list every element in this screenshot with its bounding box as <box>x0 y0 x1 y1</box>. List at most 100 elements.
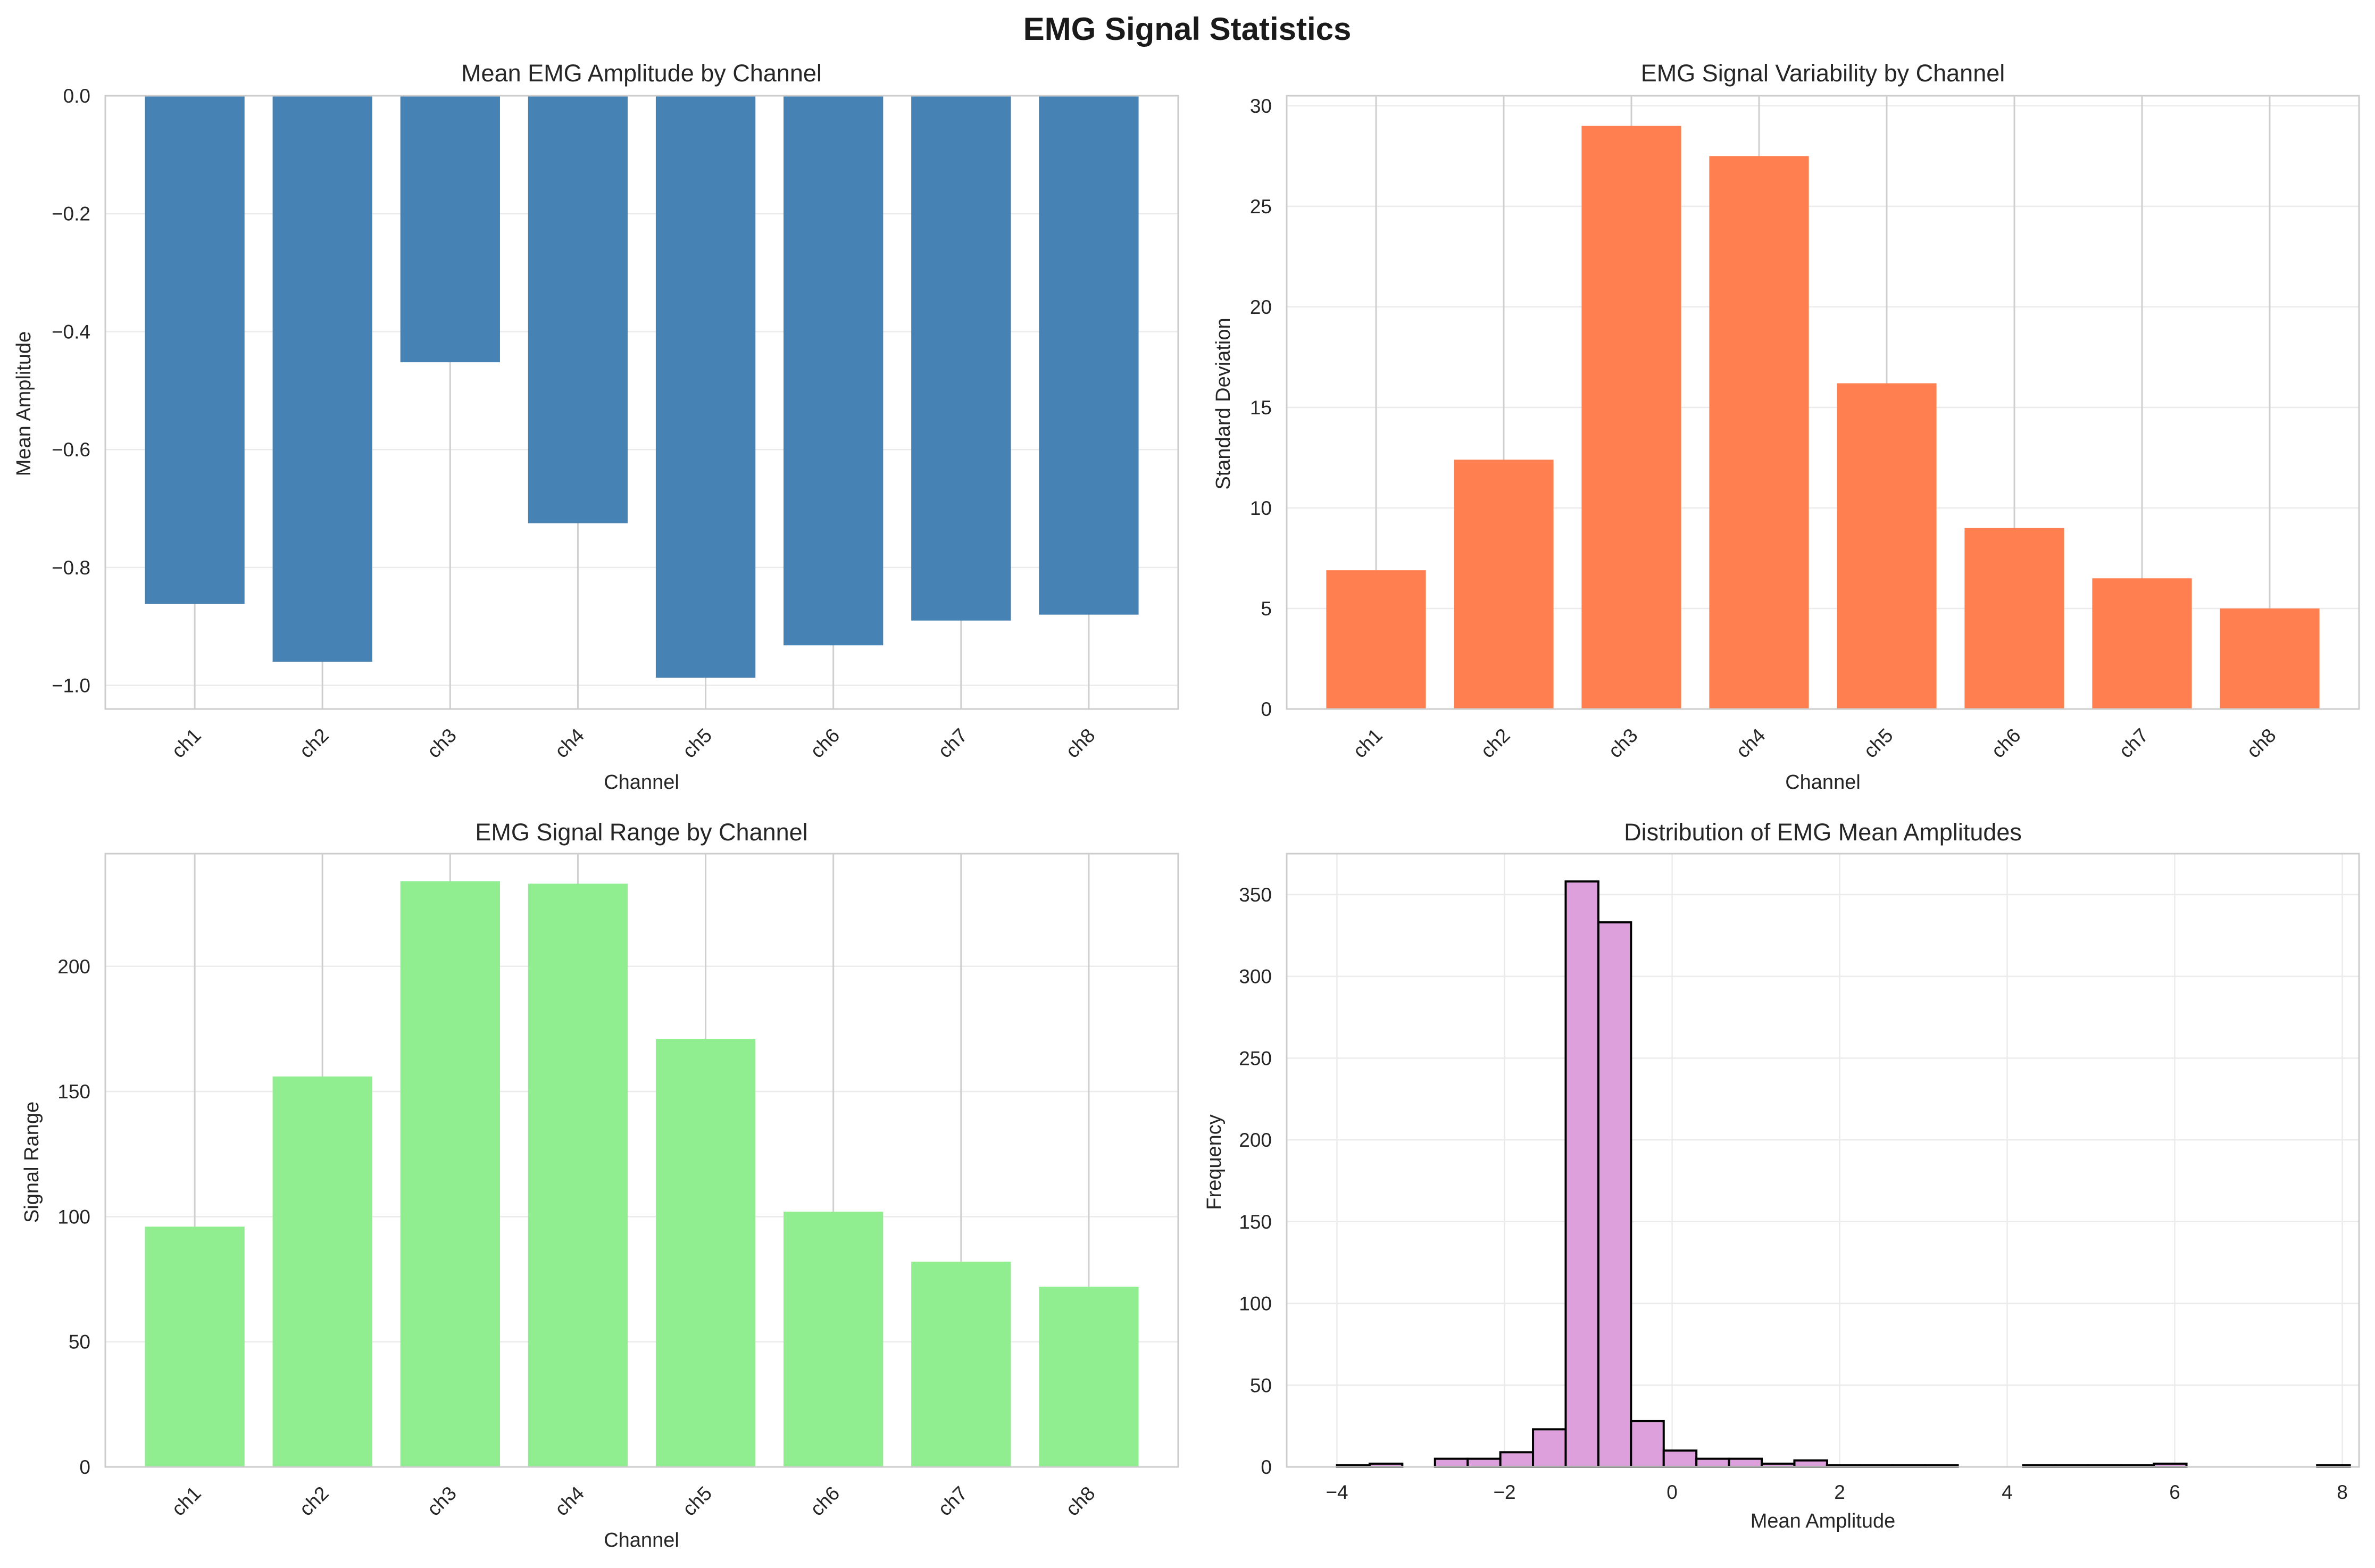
bar-ch8 <box>2220 608 2320 709</box>
y-tick-label: 200 <box>57 956 90 978</box>
x-tick-label: ch4 <box>1731 724 1769 762</box>
x-tick-label: ch6 <box>806 724 844 762</box>
bar-ch6 <box>784 96 884 646</box>
bar-ch5 <box>1837 383 1937 709</box>
x-tick-label: ch8 <box>1061 1482 1099 1520</box>
y-tick-label: 10 <box>1250 497 1272 519</box>
panel-histogram-ylabel: Frequency <box>1203 1114 1226 1210</box>
histogram-bin <box>1499 1451 1535 1468</box>
histogram-bin <box>1564 880 1599 1468</box>
x-tick-label: ch5 <box>678 724 716 762</box>
panel-signal-range: EMG Signal Range by Channel Channel Sign… <box>21 819 1179 1552</box>
y-tick-label: 150 <box>1239 1211 1272 1233</box>
panel-signal-range-ylabel: Signal Range <box>21 1102 43 1223</box>
bar-ch2 <box>272 1076 372 1467</box>
plot-frame <box>1286 95 2360 710</box>
panel-variability-title: EMG Signal Variability by Channel <box>1641 60 2005 87</box>
y-tick-label: 100 <box>1239 1293 1272 1315</box>
histogram-bin <box>1532 1428 1567 1469</box>
y-tick-label: 20 <box>1250 296 1272 318</box>
bar-ch2 <box>1454 460 1554 709</box>
panel-histogram-xlabel: Mean Amplitude <box>1751 1510 1896 1532</box>
y-tick-label: 200 <box>1239 1129 1272 1151</box>
panel-signal-range-plot: 0 50 100 150 200 ch1 ch2 ch3 ch4 ch5 ch6 ch7 ch8 <box>57 853 1179 1520</box>
plot-frame <box>1286 853 2360 1468</box>
bar-ch2 <box>272 96 372 662</box>
y-tick-label: 15 <box>1250 397 1272 419</box>
x-tick-label: ch7 <box>934 1482 971 1520</box>
x-tick-label: ch3 <box>423 724 461 762</box>
x-tick-label: ch6 <box>1987 724 2024 762</box>
x-tick-label: ch2 <box>1476 724 1514 762</box>
histogram-bin <box>1793 1459 1828 1469</box>
y-tick-label: 250 <box>1239 1047 1272 1069</box>
histogram-bin <box>1434 1457 1469 1469</box>
panel-mean-amplitude: Mean EMG Amplitude by Channel Channel Me… <box>13 60 1179 794</box>
x-tick-label: 6 <box>2169 1481 2180 1503</box>
y-tick-label: 0 <box>79 1456 90 1478</box>
panel-mean-amplitude-ylabel: Mean Amplitude <box>13 331 35 477</box>
histogram-bin <box>1662 1449 1698 1469</box>
figure-title: EMG Signal Statistics <box>1023 11 1352 47</box>
plot-frame <box>104 853 1179 1468</box>
y-tick-label: −0.8 <box>52 557 90 579</box>
panel-variability-plot: 0 5 10 15 20 25 30 ch1 ch2 ch3 ch4 ch5 ch6 ch7 ch8 <box>1250 95 2360 762</box>
x-tick-label: ch8 <box>1061 724 1099 762</box>
y-tick-label: 30 <box>1250 95 1272 117</box>
y-tick-label: 50 <box>1250 1374 1272 1396</box>
x-tick-label: 0 <box>1666 1481 1678 1503</box>
plot-frame <box>104 95 1179 710</box>
bar-ch5 <box>655 96 756 678</box>
histogram-bin <box>1695 1457 1730 1469</box>
x-tick-label: ch7 <box>2114 724 2152 762</box>
x-tick-label: ch2 <box>295 724 333 762</box>
y-tick-label: 350 <box>1239 884 1272 906</box>
y-tick-label: 300 <box>1239 966 1272 988</box>
y-tick-label: −0.4 <box>52 321 90 343</box>
y-tick-label: 0 <box>1261 698 1272 720</box>
x-tick-label: ch1 <box>168 724 205 762</box>
bar-ch1 <box>145 1227 245 1467</box>
histogram-bin <box>1728 1457 1763 1469</box>
bar-ch4 <box>528 96 628 523</box>
bar-ch7 <box>911 96 1011 621</box>
y-tick-label: −0.6 <box>52 439 90 461</box>
y-tick-label: 0 <box>1261 1456 1272 1478</box>
panel-mean-amplitude-plot: 0.0 −0.2 −0.4 −0.6 −0.8 −1.0 ch1 ch2 ch3 ch4 ch5 ch… <box>52 85 1179 762</box>
y-tick-label: −0.2 <box>52 203 90 225</box>
x-tick-label: 8 <box>2337 1481 2348 1503</box>
bar-ch3 <box>400 881 500 1467</box>
histogram-bin <box>1466 1457 1502 1469</box>
bar-ch7 <box>2092 578 2192 709</box>
bar-ch7 <box>911 1262 1011 1467</box>
panel-signal-range-xlabel: Channel <box>604 1529 679 1552</box>
bar-ch8 <box>1039 96 1139 615</box>
bar-ch3 <box>1581 126 1681 709</box>
panel-variability-ylabel: Standard Deviation <box>1212 318 1235 489</box>
x-tick-label: −2 <box>1493 1481 1515 1503</box>
y-tick-label: 100 <box>57 1206 90 1228</box>
bar-ch8 <box>1039 1287 1139 1467</box>
x-tick-label: ch8 <box>2242 724 2280 762</box>
x-tick-label: ch5 <box>1859 724 1897 762</box>
bar-ch1 <box>145 96 245 604</box>
panel-mean-amplitude-title: Mean EMG Amplitude by Channel <box>461 60 822 87</box>
x-tick-label: 4 <box>2002 1481 2013 1503</box>
bar-ch6 <box>784 1211 884 1467</box>
x-tick-label: ch3 <box>423 1482 461 1520</box>
x-tick-label: 2 <box>1834 1481 1845 1503</box>
y-tick-label: −1.0 <box>52 675 90 697</box>
bar-ch5 <box>655 1039 756 1467</box>
panel-variability-xlabel: Channel <box>1785 771 1861 794</box>
histogram-bin <box>1630 1420 1665 1469</box>
y-tick-label: 150 <box>57 1081 90 1103</box>
panel-histogram-title: Distribution of EMG Mean Amplitudes <box>1624 819 2022 846</box>
y-tick-label: 5 <box>1261 598 1272 620</box>
x-tick-label: ch7 <box>934 724 971 762</box>
x-tick-label: ch3 <box>1604 724 1641 762</box>
bar-ch6 <box>1964 528 2064 709</box>
histogram-bin <box>1597 921 1632 1468</box>
y-tick-label: 0.0 <box>63 85 90 107</box>
x-tick-label: ch6 <box>806 1482 844 1520</box>
